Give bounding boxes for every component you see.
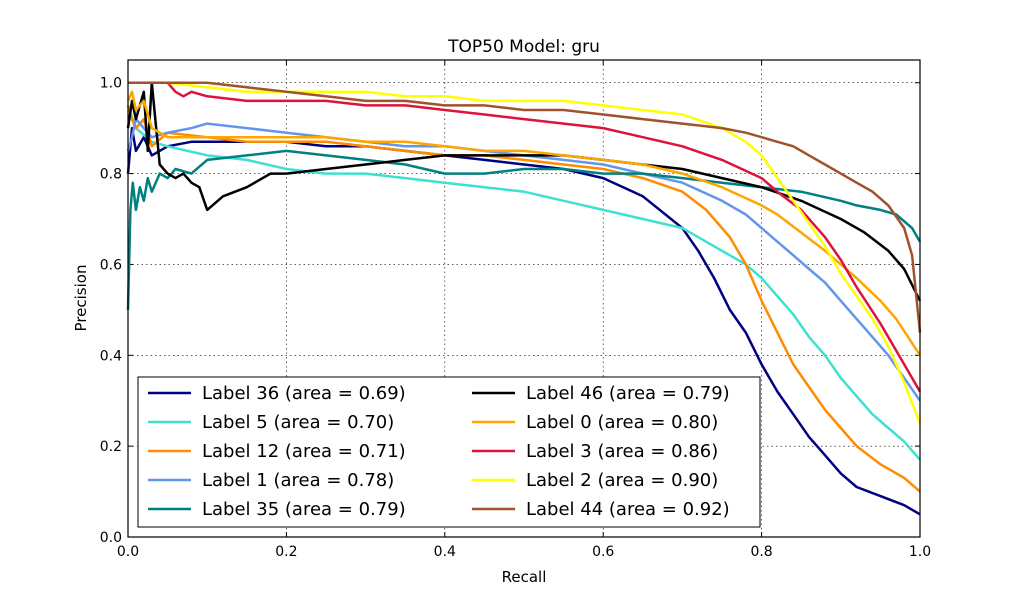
x-tick-label: 0.6 bbox=[592, 544, 614, 560]
y-tick-label: 0.0 bbox=[100, 530, 122, 546]
legend-label-7: Label 3 (area = 0.86) bbox=[526, 441, 718, 462]
series-line-8 bbox=[128, 81, 922, 424]
x-axis-title: Recall bbox=[502, 568, 547, 586]
series-line-9 bbox=[128, 81, 922, 333]
legend: Label 36 (area = 0.69) Label 5 (area = 0.… bbox=[137, 376, 761, 528]
series-line-5 bbox=[126, 81, 922, 302]
legend-label-6: Label 0 (area = 0.80) bbox=[526, 412, 718, 433]
series-line-2 bbox=[126, 105, 921, 493]
y-tick-label: 0.4 bbox=[100, 348, 122, 364]
legend-label-4: Label 35 (area = 0.79) bbox=[202, 499, 406, 520]
series-line-0 bbox=[126, 126, 921, 516]
legend-box bbox=[137, 376, 761, 528]
plot-frame bbox=[127, 59, 921, 538]
y-tick-label: 0.2 bbox=[100, 439, 122, 455]
legend-label-0: Label 36 (area = 0.69) bbox=[202, 383, 406, 404]
legend-label-9: Label 44 (area = 0.92) bbox=[526, 499, 730, 520]
y-tick-label: 0.8 bbox=[100, 167, 122, 183]
series-lines bbox=[126, 81, 922, 516]
series-line-3 bbox=[126, 117, 922, 402]
legend-label-5: Label 46 (area = 0.79) bbox=[526, 383, 730, 404]
legend-label-8: Label 2 (area = 0.90) bbox=[526, 470, 718, 491]
x-tick-label: 0.2 bbox=[275, 544, 297, 560]
legend-label-1: Label 5 (area = 0.70) bbox=[202, 412, 394, 433]
legend-label-2: Label 12 (area = 0.71) bbox=[202, 441, 406, 462]
y-tick-label: 0.6 bbox=[100, 257, 122, 273]
series-line-7 bbox=[128, 81, 922, 393]
y-tick-label: 1.0 bbox=[100, 76, 122, 92]
x-tick-label: 0.4 bbox=[434, 544, 456, 560]
x-tick-label: 0.0 bbox=[117, 544, 139, 560]
y-axis-title: Precision bbox=[72, 265, 90, 332]
axis-ticks: 0.0 0.2 0.4 0.6 0.8 1.0 0.0 0.2 0.4 0.6 0.8 1.0 bbox=[100, 60, 931, 560]
x-tick-label: 0.8 bbox=[750, 544, 772, 560]
legend-label-3: Label 1 (area = 0.78) bbox=[202, 470, 394, 491]
x-tick-label: 1.0 bbox=[909, 544, 931, 560]
series-line-1 bbox=[126, 104, 921, 461]
chart-title: TOP50 Model: gru bbox=[447, 37, 600, 57]
